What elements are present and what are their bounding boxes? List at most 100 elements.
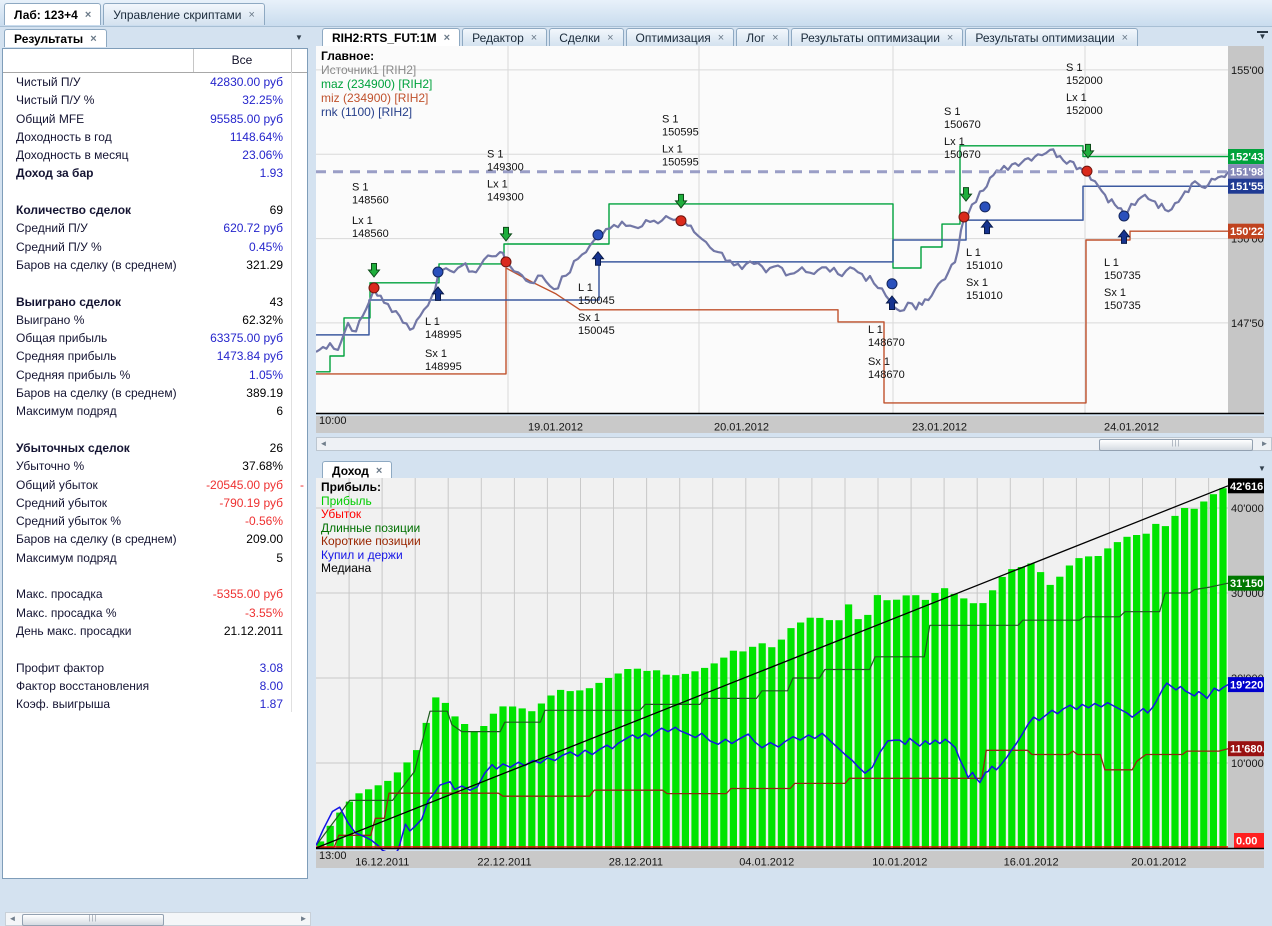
close-icon[interactable]: × — [84, 8, 92, 21]
svg-text:152'435: 152'435 — [1230, 152, 1264, 164]
stat-value: 95585.00 руб — [210, 111, 283, 126]
chevron-down-icon[interactable]: ▼ — [295, 33, 303, 42]
chart-tab-label: Результаты оптимизации — [800, 30, 940, 45]
time-axis — [316, 416, 1264, 433]
scroll-left-arrow[interactable]: ◄ — [319, 439, 328, 448]
tab-income[interactable]: Доход × — [322, 461, 393, 479]
stats-row: Фактор восстановления 8.00 — [3, 677, 307, 695]
stat-value: 37.68% — [242, 459, 283, 474]
trade-label: Sx 1 — [425, 348, 447, 360]
trade-label: L 1 — [868, 324, 883, 336]
close-icon[interactable]: × — [375, 464, 383, 477]
stat-value: -0.56% — [244, 514, 283, 529]
trade-label: 148670 — [868, 337, 905, 349]
close-icon[interactable]: × — [772, 31, 779, 44]
stat-label: Убыточных сделок — [16, 440, 130, 455]
pin-dropdown-icon[interactable]: ▼ — [1257, 31, 1268, 41]
trade-label: 150670 — [944, 119, 981, 131]
time-axis — [316, 851, 1264, 868]
series-miz — [316, 230, 1228, 404]
axis-tick-label: 147'500 — [1231, 318, 1264, 330]
date-tick-label: 24.01.2012 — [1104, 422, 1159, 434]
stat-label: Общая прибыль — [16, 331, 108, 346]
stat-value: 389.19 — [246, 386, 283, 401]
stat-value: -3.55% — [244, 605, 283, 620]
trade-label: 149300 — [487, 162, 524, 174]
price-chart[interactable]: S 1 148560 Lx 1 148560 S 1 149300 Lx 1 149300 S … — [316, 46, 1264, 436]
stat-value: 23.06% — [242, 148, 283, 163]
chart-tab-0[interactable]: RIH2:RTS_FUT:1M × — [322, 28, 461, 46]
chart-tab-2[interactable]: Сделки × — [549, 28, 624, 46]
date-tick-label: 22.12.2011 — [477, 857, 531, 869]
chart-tab-4[interactable]: Лог × — [736, 28, 789, 46]
sell-arrow-icon — [959, 187, 973, 202]
trade-label: 149300 — [487, 192, 524, 204]
close-icon[interactable]: × — [443, 31, 451, 44]
stat-value: -20545.00 руб — [206, 477, 283, 492]
stat-value: 21.12.2011 — [223, 623, 283, 638]
stat-value: 209.00 — [246, 532, 283, 547]
stats-row: Общая прибыль 63375.00 руб — [3, 329, 307, 347]
close-icon[interactable]: × — [607, 31, 614, 44]
buy-arrow-icon — [1117, 229, 1131, 244]
scroll-thumb[interactable]: ||| — [22, 914, 164, 926]
scroll-thumb[interactable]: ||| — [1099, 439, 1253, 451]
scroll-right-arrow[interactable]: ► — [1260, 439, 1269, 448]
trade-label: 151010 — [966, 290, 1003, 302]
stats-horizontal-scrollbar[interactable]: ◄ ► ||| — [5, 912, 311, 926]
trade-label: 148560 — [352, 195, 389, 207]
stats-row: Средняя прибыль 1473.84 руб — [3, 347, 307, 365]
scroll-left-arrow[interactable]: ◄ — [8, 914, 17, 923]
stat-label: Доходность в месяц — [16, 148, 129, 163]
stats-row: Общий убыток -20545.00 руб - — [3, 476, 307, 494]
stat-value: 43 — [269, 294, 283, 309]
trade-label: L 1 — [1104, 257, 1119, 269]
chart-horizontal-scrollbar[interactable]: ◄ ► ||| — [316, 437, 1272, 451]
window-tab-0[interactable]: Лаб: 123+4 × — [4, 3, 102, 25]
chart-tab-label: Редактор — [472, 30, 524, 45]
trade-label: Sx 1 — [578, 312, 600, 324]
long-entry-dot — [1118, 210, 1130, 222]
close-icon[interactable]: × — [717, 31, 725, 44]
close-icon[interactable]: × — [90, 32, 97, 45]
trade-label: 151010 — [966, 260, 1003, 272]
sell-arrow-icon — [367, 263, 381, 278]
stat-value: 321.29 — [246, 257, 283, 272]
trade-label: 150735 — [1104, 270, 1141, 282]
scroll-right-arrow[interactable]: ► — [299, 914, 308, 923]
axis-value-badge: 31'150.00 — [1228, 575, 1264, 591]
stat-value: 1148.64% — [229, 129, 283, 144]
stat-label: День макс. просадки — [16, 623, 132, 638]
trade-label: 152000 — [1066, 75, 1103, 87]
date-tick-label: 16.12.2011 — [355, 857, 409, 869]
close-icon[interactable]: × — [248, 8, 255, 21]
tab-results[interactable]: Результаты × — [4, 29, 107, 47]
chart-tab-6[interactable]: Результаты оптимизации × — [965, 28, 1139, 46]
equity-chart[interactable]: 40'000.0030'000.0020'000.0010'000.0042'6… — [316, 478, 1264, 868]
chart-tab-label: Лог — [746, 30, 766, 45]
chart-tab-5[interactable]: Результаты оптимизации × — [790, 28, 964, 46]
short-entry-dot — [500, 256, 512, 268]
window-tab-1[interactable]: Управление скриптами × — [103, 3, 265, 25]
chart-tab-3[interactable]: Оптимизация × — [625, 28, 735, 46]
chart-tab-1[interactable]: Редактор × — [462, 28, 548, 46]
axis-value-badge: 150'220 — [1228, 223, 1264, 239]
stat-label: Средний убыток — [16, 495, 108, 510]
trade-label: L 1 — [425, 316, 440, 328]
stat-value: 1.87 — [259, 697, 283, 712]
series-short_positions — [316, 748, 1229, 848]
chart-tab-label: Результаты оптимизации — [975, 30, 1115, 45]
stat-label: Макс. просадка % — [16, 605, 117, 620]
sell-arrow-icon — [499, 226, 513, 242]
stat-label: Макс. просадка — [16, 587, 103, 602]
close-icon[interactable]: × — [1121, 31, 1129, 44]
axis-tick-label: 10'000.00 — [1231, 758, 1264, 770]
chevron-down-icon[interactable]: ▼ — [1258, 464, 1266, 473]
close-icon[interactable]: × — [946, 31, 954, 44]
stat-label: Фактор восстановления — [16, 678, 150, 693]
long-entry-dot — [886, 278, 898, 290]
first-bar-time: 13:00 — [319, 850, 347, 862]
stat-value: 63375.00 руб — [210, 331, 283, 346]
close-icon[interactable]: × — [530, 31, 538, 44]
